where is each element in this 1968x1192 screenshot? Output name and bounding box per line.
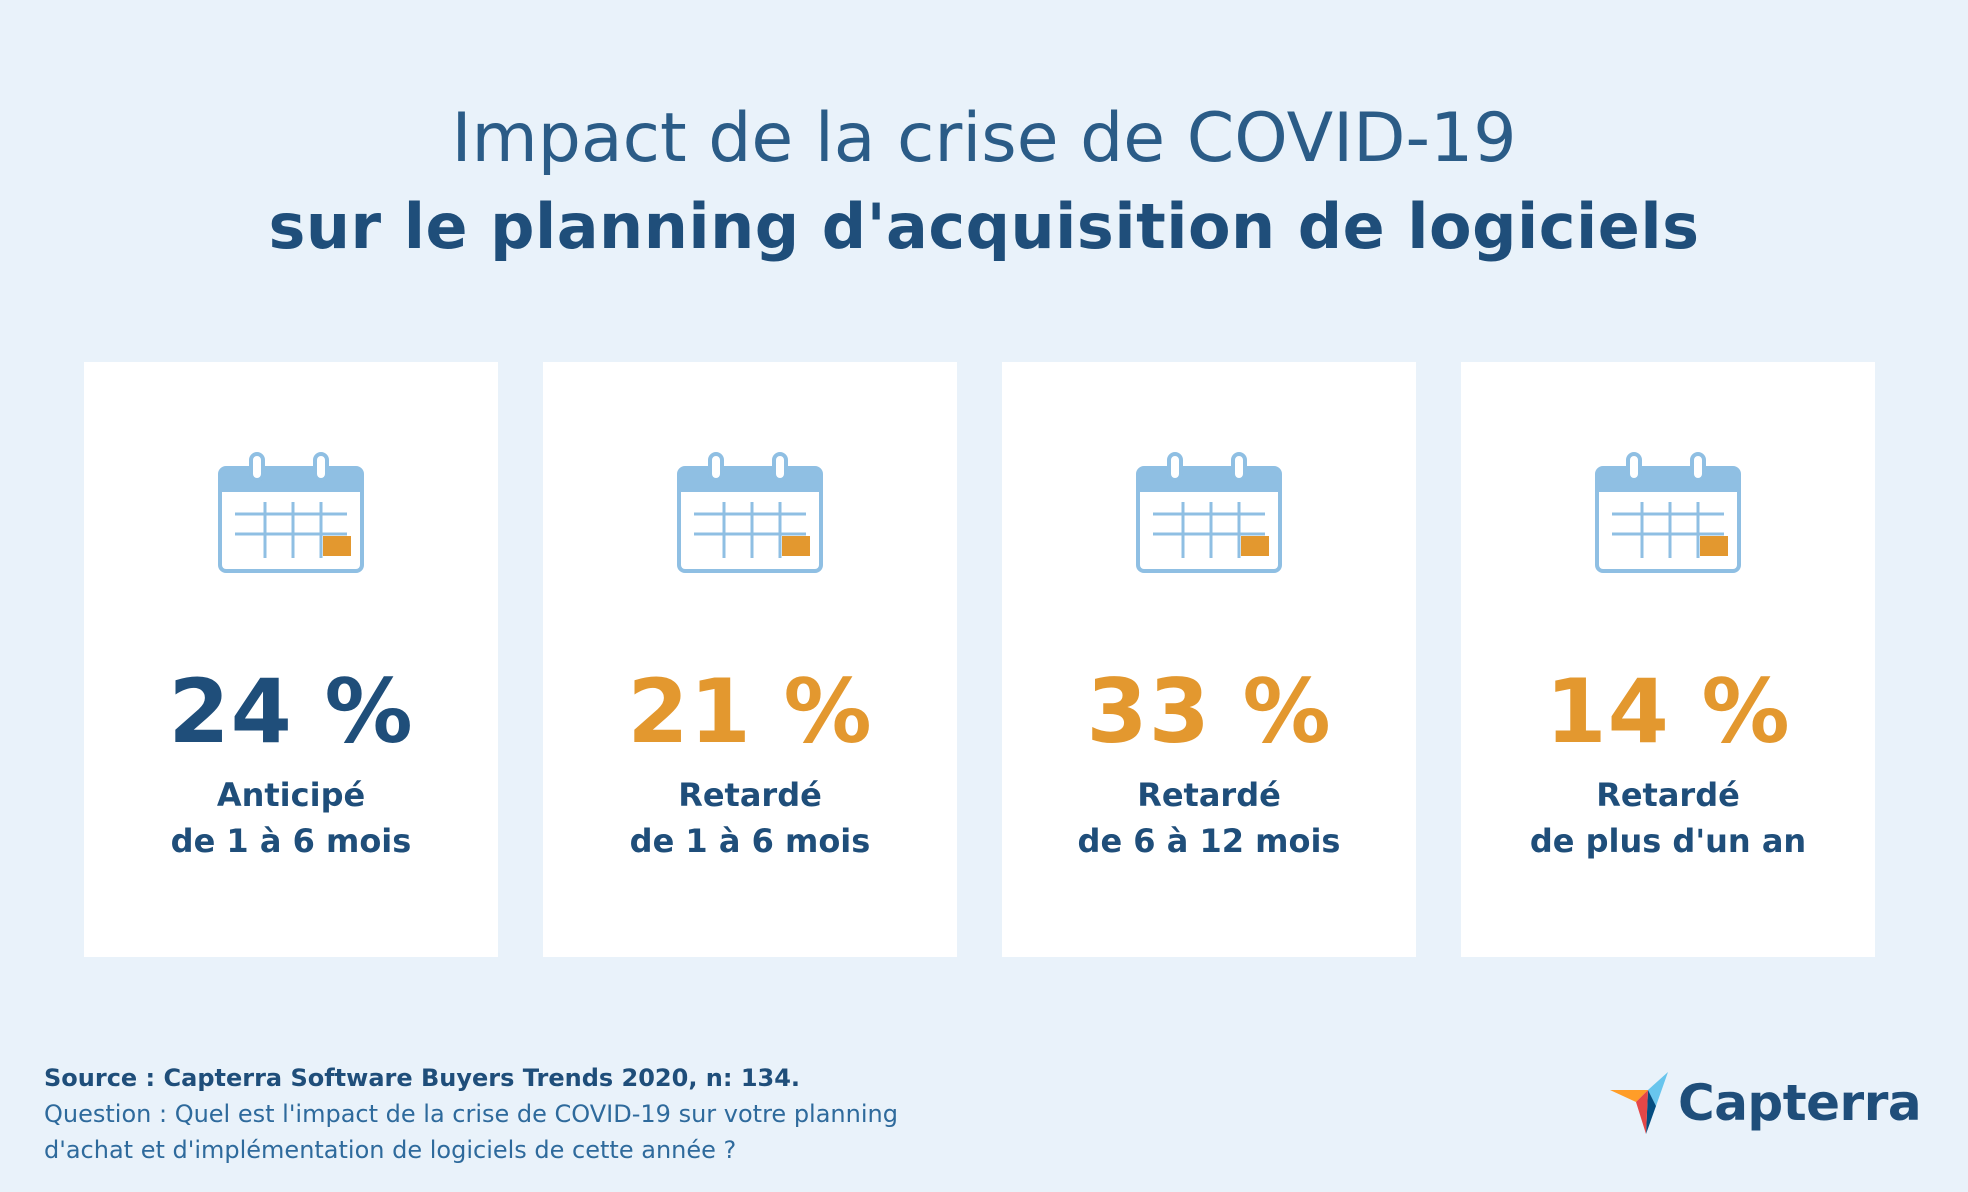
stat-card-delayed-over-year: 14 % Retardé de plus d'un an — [1461, 362, 1875, 957]
stat-card-delayed-1-6: 21 % Retardé de 1 à 6 mois — [543, 362, 957, 957]
title-line-1: Impact de la crise de COVID-19 — [451, 99, 1517, 178]
stat-label-line-2: de 1 à 6 mois — [629, 822, 871, 860]
calendar-icon — [677, 452, 823, 573]
stat-card-anticipated: 24 % Anticipé de 1 à 6 mois — [84, 362, 498, 957]
stat-label-line-2: de 1 à 6 mois — [170, 822, 412, 860]
stat-label-line-1: Anticipé — [216, 776, 366, 814]
capterra-arrow-icon — [1610, 1072, 1668, 1134]
stat-value: 21 % — [627, 660, 873, 763]
stat-label: Retardé de 6 à 12 mois — [1002, 772, 1416, 864]
stat-value: 14 % — [1545, 660, 1791, 763]
stat-cards: 24 % Anticipé de 1 à 6 mois 21 % Retardé… — [84, 362, 1875, 957]
title-line-2: sur le planning d'acquisition de logicie… — [268, 190, 1700, 263]
stat-label-line-2: de plus d'un an — [1529, 822, 1807, 860]
stat-value: 33 % — [1086, 660, 1332, 763]
source-note: Source : Capterra Software Buyers Trends… — [44, 1064, 801, 1092]
stat-label-line-1: Retardé — [1596, 776, 1740, 814]
calendar-icon — [1595, 452, 1741, 573]
stat-label: Anticipé de 1 à 6 mois — [84, 772, 498, 864]
stat-label: Retardé de plus d'un an — [1461, 772, 1875, 864]
stat-label: Retardé de 1 à 6 mois — [543, 772, 957, 864]
stat-value: 24 % — [168, 660, 414, 763]
calendar-icon — [1136, 452, 1282, 573]
stat-card-delayed-6-12: 33 % Retardé de 6 à 12 mois — [1002, 362, 1416, 957]
stat-label-line-2: de 6 à 12 mois — [1077, 822, 1341, 860]
capterra-logo: Capterra — [1608, 1068, 1922, 1138]
chart-title: Impact de la crise de COVID-19 sur le pl… — [0, 98, 1968, 268]
question-note: Question : Quel est l'impact de la crise… — [44, 1100, 898, 1164]
footer-notes: Source : Capterra Software Buyers Trends… — [44, 1060, 1144, 1168]
stat-label-line-1: Retardé — [678, 776, 822, 814]
logo-text: Capterra — [1678, 1074, 1922, 1132]
calendar-icon — [218, 452, 364, 573]
stat-label-line-1: Retardé — [1137, 776, 1281, 814]
